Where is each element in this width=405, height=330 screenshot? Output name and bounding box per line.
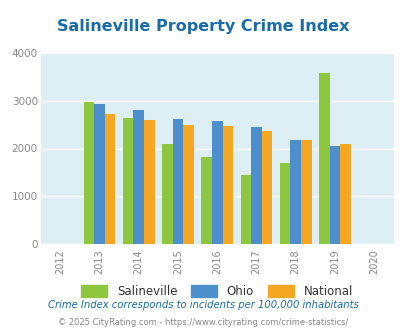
Bar	[172, 119, 183, 244]
Bar	[83, 102, 94, 244]
Bar	[211, 121, 222, 244]
Text: Salineville Property Crime Index: Salineville Property Crime Index	[57, 19, 348, 34]
Legend: Salineville, Ohio, National: Salineville, Ohio, National	[81, 284, 352, 298]
Bar	[162, 144, 172, 244]
Bar	[290, 140, 300, 244]
Bar	[201, 157, 211, 244]
Bar	[133, 110, 144, 244]
Bar	[300, 140, 311, 244]
Bar	[279, 163, 290, 244]
Bar	[94, 104, 104, 244]
Bar	[339, 144, 350, 244]
Bar	[261, 131, 272, 244]
Bar	[123, 118, 133, 244]
Text: Crime Index corresponds to incidents per 100,000 inhabitants: Crime Index corresponds to incidents per…	[47, 300, 358, 310]
Bar	[183, 125, 193, 244]
Bar	[318, 73, 329, 244]
Bar	[222, 126, 232, 244]
Bar	[144, 120, 154, 244]
Bar	[240, 175, 251, 244]
Bar	[251, 127, 261, 244]
Bar	[329, 146, 339, 244]
Text: © 2025 CityRating.com - https://www.cityrating.com/crime-statistics/: © 2025 CityRating.com - https://www.city…	[58, 318, 347, 327]
Bar	[104, 114, 115, 244]
